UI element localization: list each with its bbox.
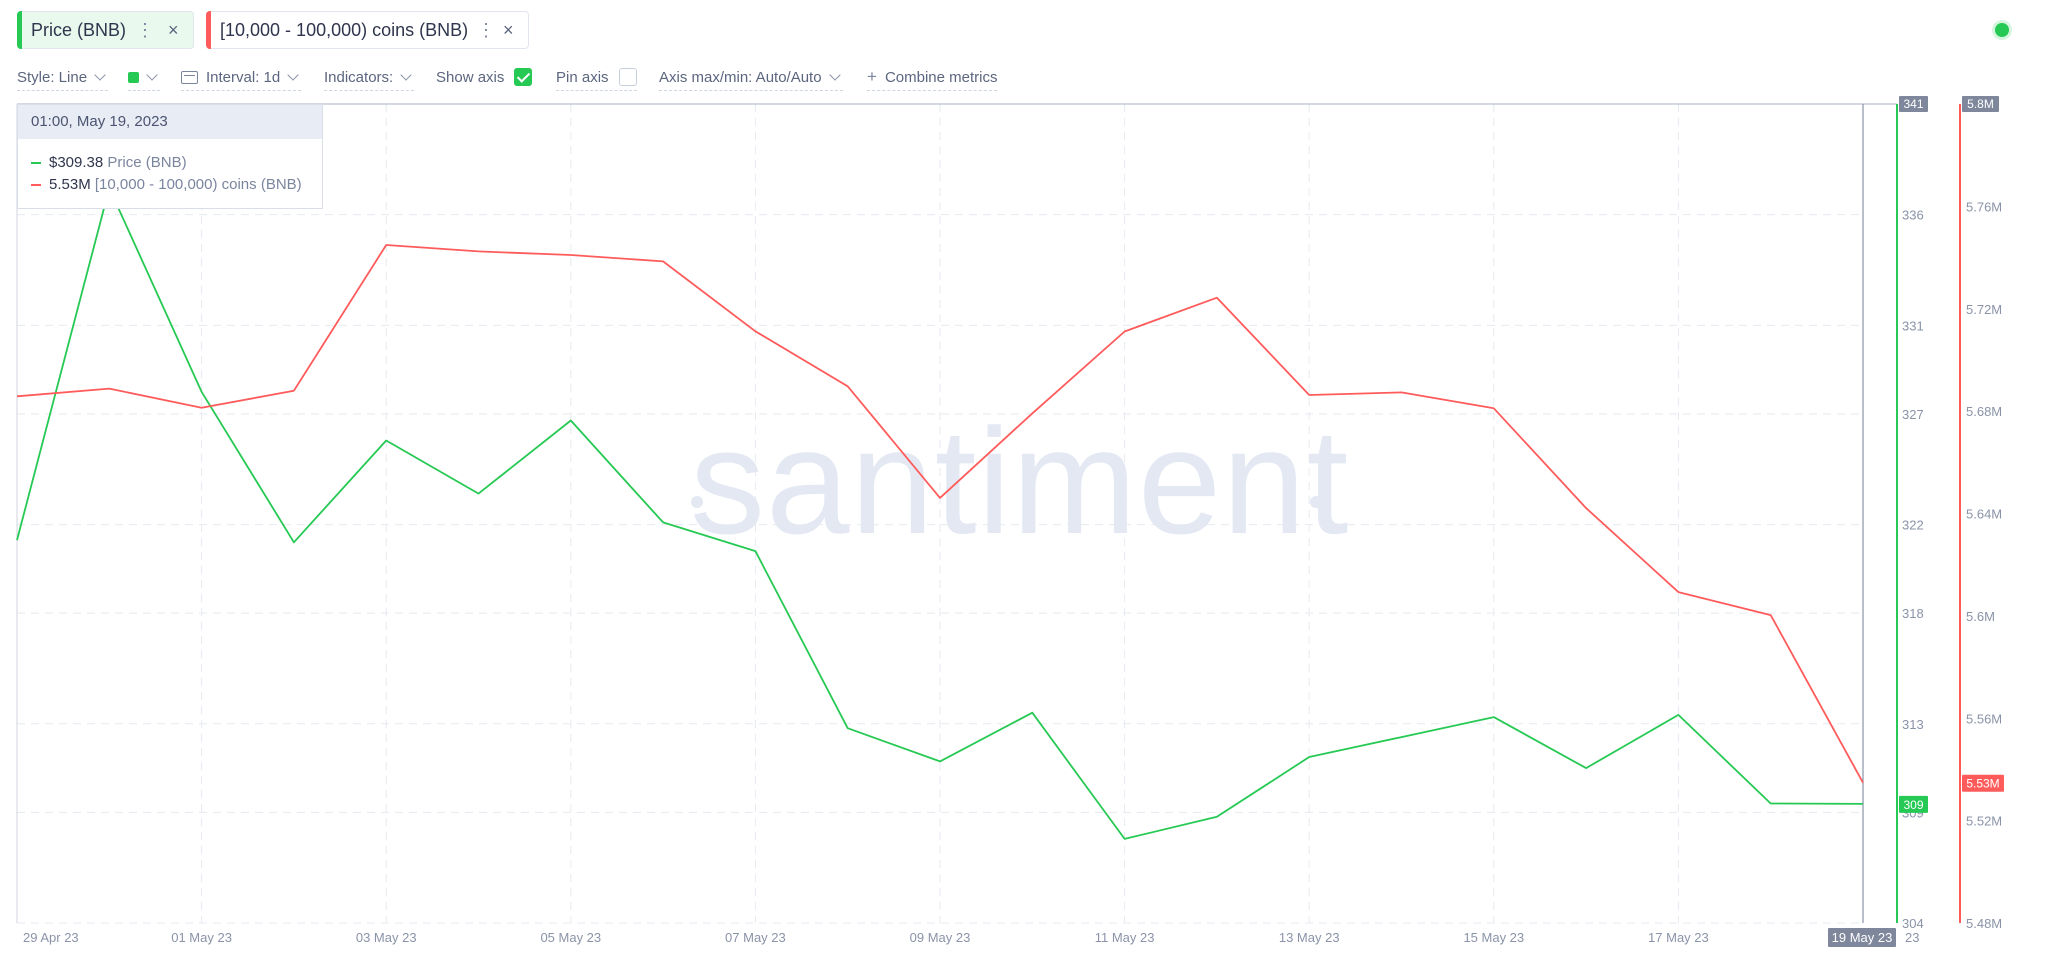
calendar-icon [181,70,198,84]
legend-line-icon [31,162,41,165]
holders-series-line [16,244,1864,784]
price-series-line [16,187,1864,840]
color-swatch-icon [128,71,139,83]
combine-metrics-label: Combine metrics [884,68,998,86]
tooltip-metric-name: Price (BNB) [107,154,187,171]
x-axis-tick-label: 11 May 23 [1095,930,1155,945]
x-axis-tick-label: 29 Apr 23 [23,930,79,945]
x-axis-tick-label: 05 May 23 [540,930,601,945]
more-menu-icon[interactable]: ⋮ [136,19,154,40]
pin-axis-label: Pin axis [556,68,609,86]
x-axis-tick-label-partial: 23 [1905,930,1919,945]
plus-icon: + [867,67,877,86]
indicators-dropdown[interactable]: Indicators: [324,66,415,91]
price-axis-tick-label: 304 [1902,916,1924,931]
price-axis-tick-label: 331 [1902,318,1924,333]
indicators-label: Indicators: [324,68,394,86]
metric-chip-price[interactable]: Price (BNB) ⋮ × [17,11,194,49]
holders-axis-tick-label: 5.76M [1966,199,2002,214]
crosshair-date-label: 19 May 23 [1832,930,1893,945]
watermark-dot [691,496,703,508]
holders-axis-tick-label: 5.68M [1966,404,2002,419]
holders-axis-tick-label: 5.52M [1966,814,2002,829]
chevron-down-icon [94,69,106,81]
x-axis-tick-label: 07 May 23 [725,930,786,945]
pin-axis-toggle[interactable]: Pin axis [556,66,637,91]
x-axis-tick-label: 15 May 23 [1463,930,1524,945]
holders-axis-top-label: 5.8M [1967,97,1994,111]
color-picker[interactable] [128,66,160,91]
price-axis-tick-label: 313 [1902,717,1924,732]
chevron-down-icon [400,69,412,81]
holders-axis-tick-label: 5.6M [1966,609,1995,624]
close-icon[interactable]: × [503,19,514,40]
price-axis-tick-label: 336 [1902,208,1924,223]
price-axis-tick-label: 322 [1902,518,1924,533]
holders-last-value-badge [1962,774,2004,792]
holders-axis-tick-label: 5.64M [1966,507,2002,522]
checkbox-checked-icon[interactable] [514,68,533,86]
holders-axis-tick-label: 5.56M [1966,711,2002,726]
interval-dropdown[interactable]: Interval: 1d [181,66,302,91]
watermark-dot [1310,496,1322,508]
combine-metrics-button[interactable]: + Combine metrics [867,66,998,91]
tooltip-row-holders: 5.53M [10,000 - 100,000) coins (BNB) [31,176,302,193]
more-menu-icon[interactable]: ⋮ [477,19,495,40]
tooltip-value: $309.38 [49,154,104,171]
holders-axis-tick-label: 5.48M [1966,916,2002,931]
price-axis-tick-label: 318 [1902,606,1924,621]
metric-label: Price (BNB) [31,19,127,40]
chart-tooltip: 01:00, May 19, 2023 $309.38 Price (BNB) … [17,104,323,209]
metric-color-bar [17,11,22,49]
tooltip-row-price: $309.38 Price (BNB) [31,154,187,171]
x-axis-tick-label: 13 May 23 [1279,930,1340,945]
chevron-down-icon [146,69,158,81]
holders-axis-top-badge [1962,96,1999,112]
metric-chip-holders[interactable]: [10,000 - 100,000) coins (BNB) ⋮ × [206,11,529,49]
chevron-down-icon [287,69,299,81]
price-axis-top-badge [1899,96,1928,112]
holders-last-value-label: 5.53M [1966,777,1999,791]
status-indicator-icon [1995,23,2009,37]
checkbox-unchecked-icon[interactable] [618,68,637,86]
show-axis-label: Show axis [436,68,505,86]
x-axis-tick-label: 01 May 23 [171,930,232,945]
show-axis-toggle[interactable]: Show axis [436,66,533,90]
style-dropdown[interactable]: Style: Line [17,66,109,91]
metric-label: [10,000 - 100,000) coins (BNB) [220,19,469,40]
tooltip-metric-name: [10,000 - 100,000) coins (BNB) [94,176,302,193]
tooltip-date: 01:00, May 19, 2023 [18,105,322,139]
metric-color-bar [206,11,211,49]
tooltip-value: 5.53M [49,176,91,193]
chart-area[interactable]: 3043093133183223273313363413095.48M5.52M… [0,90,2048,956]
x-axis-tick-label: 03 May 23 [356,930,417,945]
chevron-down-icon [828,69,841,81]
price-axis-top-label: 341 [1903,97,1923,111]
price-axis-tick-label: 327 [1902,407,1924,422]
metrics-bar: Price (BNB) ⋮ × [10,000 - 100,000) coins… [0,0,2048,60]
crosshair-date-badge [1828,928,1896,947]
x-axis-tick-label: 09 May 23 [910,930,971,945]
interval-label: Interval: 1d [206,68,281,86]
axis-maxmin-dropdown[interactable]: Axis max/min: Auto/Auto [659,66,843,91]
axis-maxmin-label: Axis max/min: Auto/Auto [659,68,822,86]
style-label: Style: Line [17,68,88,86]
legend-line-icon [31,184,41,187]
close-icon[interactable]: × [168,19,179,40]
price-last-value-badge [1899,795,1928,813]
x-axis-tick-label: 17 May 23 [1648,930,1709,945]
price-last-value-label: 309 [1903,798,1923,812]
holders-axis-tick-label: 5.72M [1966,302,2002,317]
